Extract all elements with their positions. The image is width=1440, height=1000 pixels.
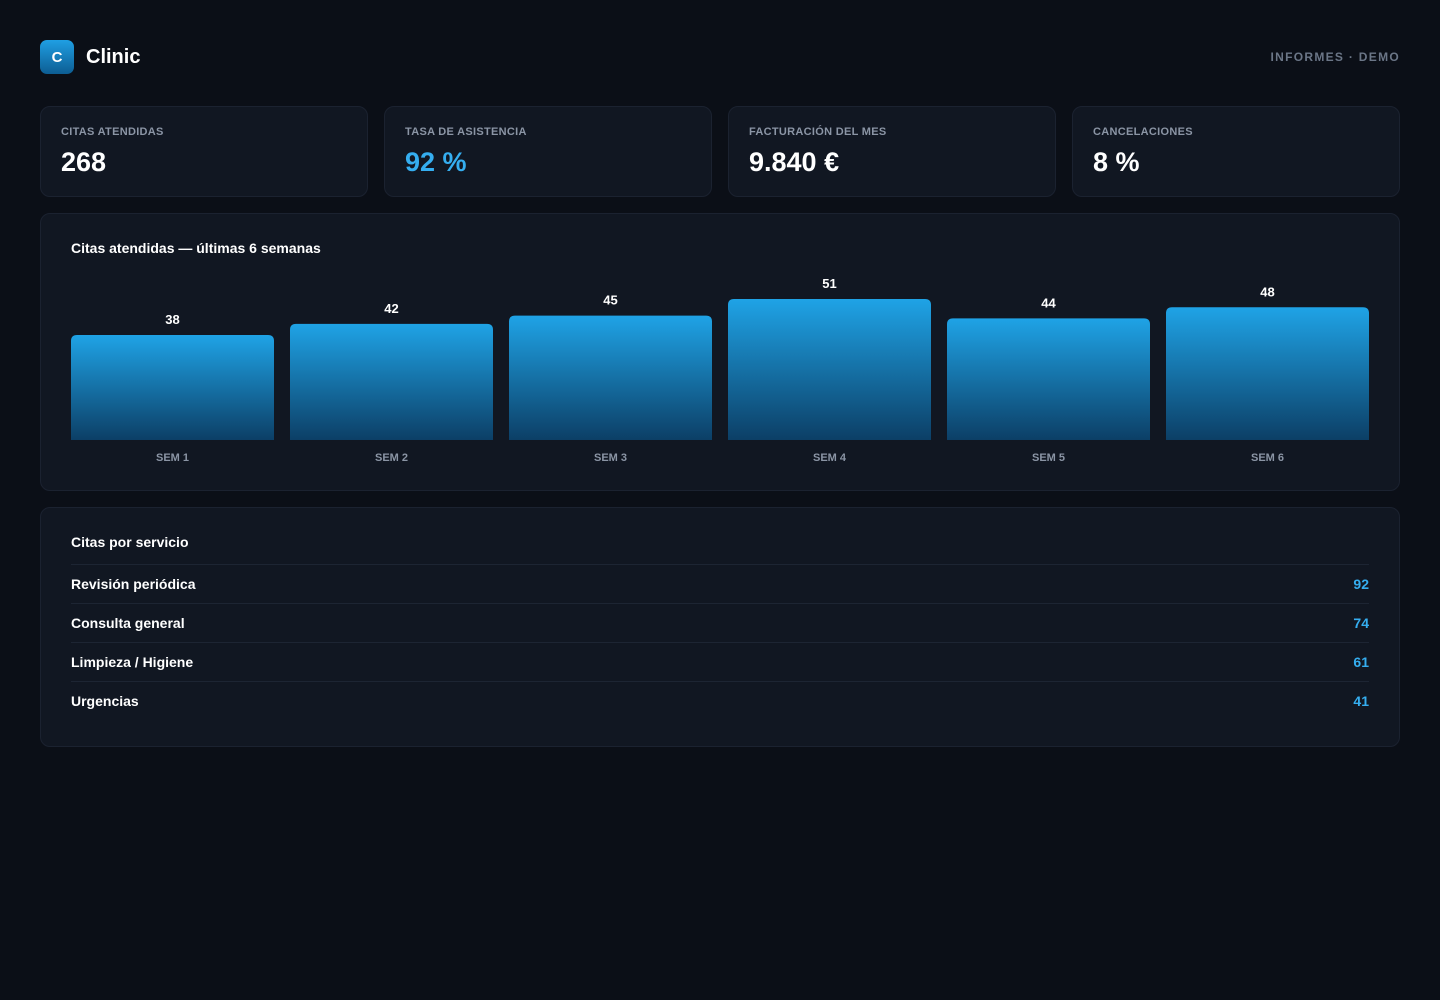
- services-card: Citas por servicio Revisión periódica 92…: [40, 507, 1400, 747]
- service-row[interactable]: Limpieza / Higiene 61: [71, 643, 1369, 682]
- kpi-value: 8 %: [1093, 147, 1140, 177]
- bar-value-label: 42: [384, 301, 398, 316]
- x-tick-label: SEM 4: [813, 452, 847, 464]
- service-row[interactable]: Consulta general 74: [71, 604, 1369, 643]
- service-name: Urgencias: [71, 693, 139, 709]
- chart-bar[interactable]: [71, 334, 274, 440]
- kpi-value: 92 %: [405, 147, 467, 177]
- kpi-card-facturacion: FACTURACIÓN DEL MES 9.840 €: [728, 106, 1056, 197]
- service-count: 74: [1353, 615, 1369, 631]
- header-meta-label: INFORMES · DEMO: [1270, 50, 1400, 64]
- chart-bar[interactable]: [1166, 307, 1369, 440]
- app-logo-icon: C: [40, 40, 74, 74]
- services-title: Citas por servicio: [71, 534, 1369, 565]
- x-tick-label: SEM 5: [1032, 452, 1065, 464]
- x-tick-label: SEM 1: [156, 452, 189, 464]
- kpi-label: CITAS ATENDIDAS: [61, 126, 164, 138]
- service-count: 41: [1353, 693, 1369, 709]
- bar-value-label: 48: [1260, 284, 1274, 299]
- app-header: C Clinic INFORMES · DEMO: [40, 40, 1400, 74]
- kpi-label: FACTURACIÓN DEL MES: [749, 126, 887, 138]
- chart-title: Citas atendidas — últimas 6 semanas: [71, 240, 321, 256]
- weekly-appointments-chart-card: Citas atendidas — últimas 6 semanas 38 SE…: [40, 213, 1400, 491]
- bar-value-label: 51: [822, 276, 836, 291]
- kpi-label: TASA DE ASISTENCIA: [405, 126, 527, 138]
- service-count: 61: [1353, 654, 1369, 670]
- x-tick-label: SEM 2: [375, 452, 408, 464]
- x-tick-label: SEM 3: [594, 452, 627, 464]
- bar-value-label: 38: [165, 312, 179, 327]
- kpi-row: CITAS ATENDIDAS 268 TASA DE ASISTENCIA 9…: [40, 106, 1400, 197]
- service-row[interactable]: Urgencias 41: [71, 682, 1369, 720]
- chart-bar[interactable]: [947, 318, 1150, 440]
- service-name: Consulta general: [71, 615, 185, 631]
- kpi-card-tasa-asistencia: TASA DE ASISTENCIA 92 %: [384, 106, 712, 197]
- kpi-value: 9.840 €: [749, 147, 840, 177]
- x-tick-label: SEM 6: [1251, 452, 1284, 464]
- chart-bar[interactable]: [728, 299, 931, 440]
- weekly-appointments-bar-chart: 38 SEM 1 42 SEM 2 45 SEM 3 51 SEM 4 44 SEM 5 48 SEM…: [71, 276, 1369, 464]
- service-row[interactable]: Revisión periódica 92: [71, 565, 1369, 604]
- service-count: 92: [1353, 576, 1369, 592]
- service-name: Revisión periódica: [71, 576, 196, 592]
- service-name: Limpieza / Higiene: [71, 654, 194, 670]
- app-name: Clinic: [86, 45, 141, 68]
- kpi-value: 268: [61, 147, 107, 177]
- kpi-label: CANCELACIONES: [1093, 126, 1193, 138]
- brand[interactable]: C Clinic: [40, 40, 140, 74]
- kpi-card-citas-atendidas: CITAS ATENDIDAS 268: [40, 106, 368, 197]
- bar-value-label: 45: [603, 293, 617, 308]
- chart-bar[interactable]: [290, 323, 493, 440]
- chart-bar[interactable]: [509, 315, 712, 440]
- kpi-card-cancelaciones: CANCELACIONES 8 %: [1072, 106, 1400, 197]
- bar-value-label: 44: [1041, 295, 1056, 310]
